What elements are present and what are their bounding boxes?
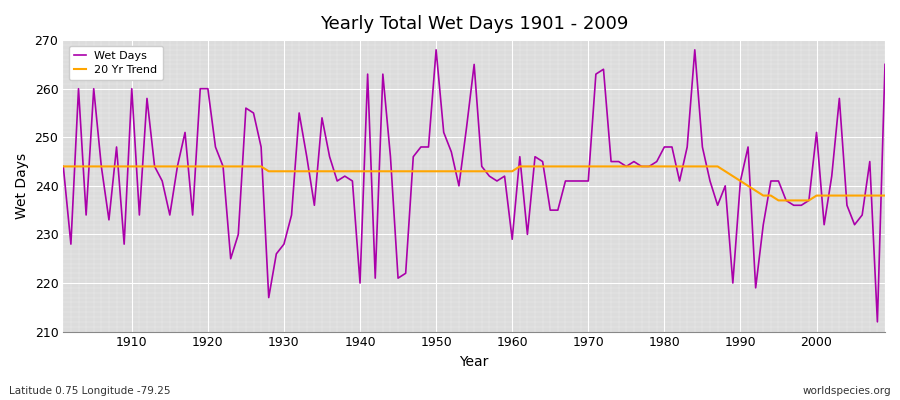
20 Yr Trend bbox=[286, 169, 297, 174]
20 Yr Trend bbox=[58, 164, 68, 169]
20 Yr Trend bbox=[507, 169, 517, 174]
20 Yr Trend bbox=[773, 198, 784, 203]
Wet Days bbox=[332, 178, 343, 183]
Wet Days bbox=[507, 237, 517, 242]
Wet Days bbox=[58, 164, 68, 169]
X-axis label: Year: Year bbox=[460, 355, 489, 369]
20 Yr Trend bbox=[119, 164, 130, 169]
20 Yr Trend bbox=[879, 193, 890, 198]
Text: worldspecies.org: worldspecies.org bbox=[803, 386, 891, 396]
20 Yr Trend bbox=[332, 169, 343, 174]
Wet Days bbox=[515, 154, 526, 159]
Line: 20 Yr Trend: 20 Yr Trend bbox=[63, 166, 885, 200]
Legend: Wet Days, 20 Yr Trend: Wet Days, 20 Yr Trend bbox=[68, 46, 163, 80]
Wet Days bbox=[431, 48, 442, 52]
Y-axis label: Wet Days: Wet Days bbox=[15, 153, 29, 219]
Wet Days bbox=[872, 320, 883, 324]
Wet Days bbox=[286, 212, 297, 217]
20 Yr Trend bbox=[598, 164, 609, 169]
20 Yr Trend bbox=[500, 169, 510, 174]
Wet Days bbox=[606, 159, 616, 164]
Wet Days bbox=[119, 242, 130, 246]
Text: Latitude 0.75 Longitude -79.25: Latitude 0.75 Longitude -79.25 bbox=[9, 386, 170, 396]
Wet Days bbox=[879, 62, 890, 67]
Title: Yearly Total Wet Days 1901 - 2009: Yearly Total Wet Days 1901 - 2009 bbox=[320, 15, 628, 33]
Line: Wet Days: Wet Days bbox=[63, 50, 885, 322]
